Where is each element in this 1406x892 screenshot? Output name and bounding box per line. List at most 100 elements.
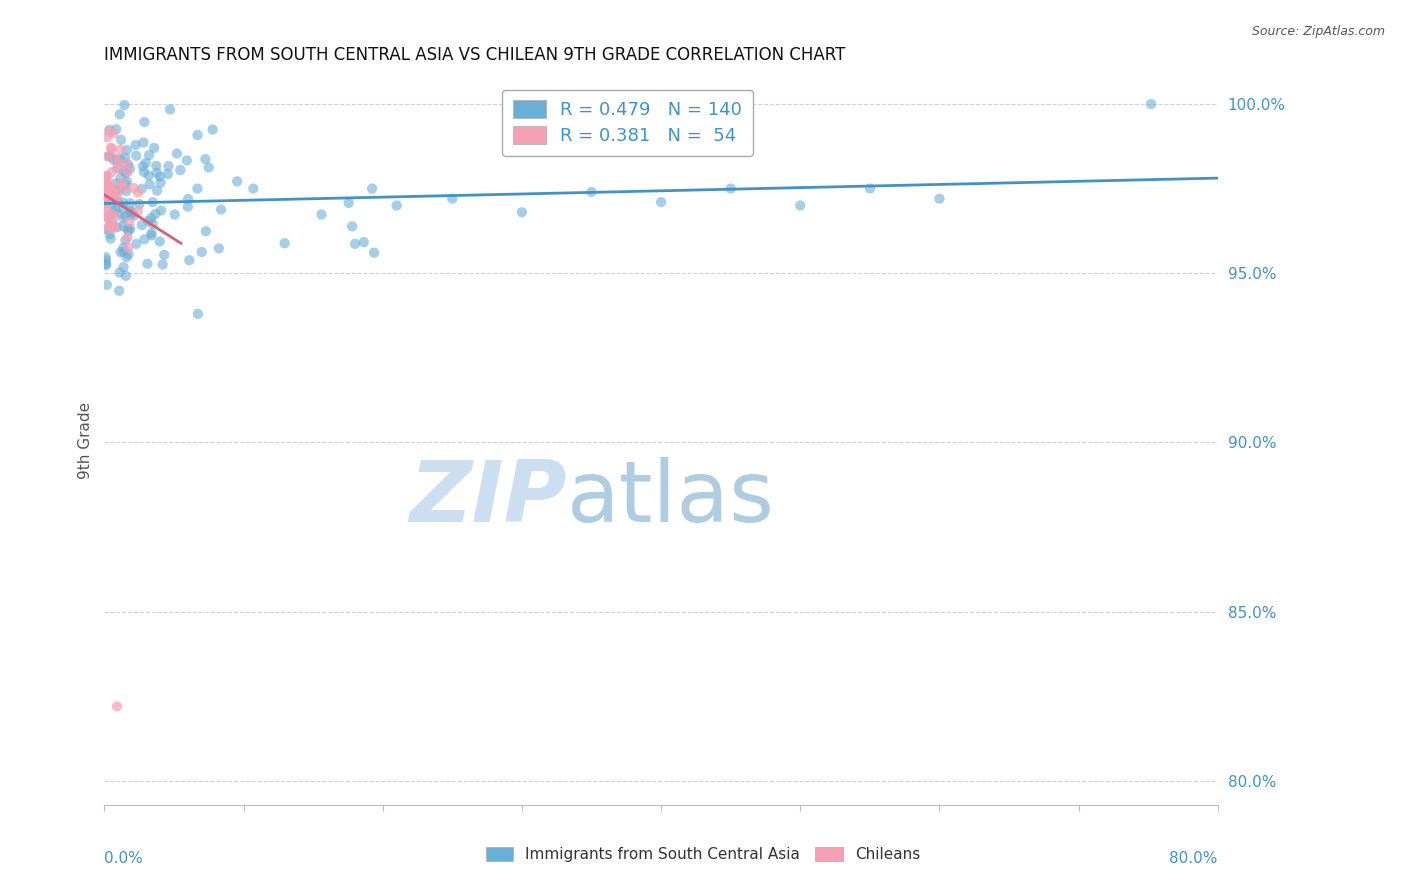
Point (112, 202, 135, 216)
Point (859, 181, 882, 195)
Point (101, 219, 124, 233)
Point (143, 141, 166, 155)
Point (337, 195, 360, 210)
Point (115, 174, 138, 188)
Point (96, 178, 118, 192)
Point (141, 228, 163, 243)
Legend: Immigrants from South Central Asia, Chileans: Immigrants from South Central Asia, Chil… (479, 841, 927, 868)
Point (115, 209, 138, 223)
Point (105, 186, 128, 201)
Point (1140, 97, 1163, 112)
Point (186, 128, 208, 142)
Point (159, 103, 181, 117)
Point (100, 215, 122, 229)
Point (146, 166, 169, 180)
Point (98, 123, 121, 137)
Point (353, 235, 375, 249)
Point (97, 169, 120, 184)
Y-axis label: 9th Grade: 9th Grade (79, 402, 93, 479)
Point (120, 204, 142, 219)
Point (114, 151, 136, 165)
Point (103, 186, 125, 201)
Point (98, 125, 121, 139)
Point (110, 245, 132, 260)
Point (117, 224, 139, 238)
Point (187, 307, 209, 321)
Point (650, 195, 672, 210)
Point (124, 138, 146, 153)
Point (108, 266, 131, 280)
Point (928, 192, 950, 206)
Point (96, 277, 118, 292)
Point (94, 181, 117, 195)
Point (209, 202, 232, 217)
Point (108, 184, 131, 198)
Point (145, 159, 167, 173)
Point (132, 165, 155, 179)
Point (135, 156, 157, 170)
Point (149, 235, 172, 249)
Point (110, 152, 132, 166)
Point (96, 258, 118, 272)
Point (581, 185, 603, 199)
Point (142, 195, 165, 210)
Point (156, 167, 179, 181)
Text: 0.0%: 0.0% (104, 851, 143, 865)
Point (146, 184, 169, 198)
Point (311, 207, 333, 221)
Point (186, 181, 208, 195)
Point (104, 211, 127, 225)
Point (112, 164, 135, 178)
Text: IMMIGRANTS FROM SOUTH CENTRAL ASIA VS CHILEAN 9TH GRADE CORRELATION CHART: IMMIGRANTS FROM SOUTH CENTRAL ASIA VS CH… (104, 46, 846, 64)
Point (720, 181, 742, 195)
Point (141, 227, 163, 241)
Point (104, 184, 127, 198)
Point (153, 248, 176, 262)
Point (176, 153, 198, 168)
Point (208, 241, 231, 255)
Text: atlas: atlas (567, 458, 775, 541)
Point (110, 133, 132, 147)
Point (385, 198, 408, 212)
Text: Source: ZipAtlas.com: Source: ZipAtlas.com (1251, 25, 1385, 38)
Point (125, 236, 148, 251)
Point (194, 224, 217, 238)
Point (96, 221, 118, 235)
Point (101, 208, 124, 222)
Point (100, 141, 122, 155)
Point (98, 150, 121, 164)
Point (97, 194, 120, 208)
Point (150, 203, 173, 218)
Point (105, 180, 128, 194)
Point (141, 211, 163, 225)
Point (120, 196, 142, 211)
Point (104, 220, 127, 235)
Point (112, 241, 135, 255)
Point (97, 187, 120, 202)
Point (115, 157, 138, 171)
Point (94, 257, 117, 271)
Point (115, 143, 138, 157)
Point (96, 210, 118, 224)
Point (100, 165, 122, 179)
Point (177, 200, 200, 214)
Point (96, 194, 118, 208)
Point (94, 191, 117, 205)
Point (510, 205, 533, 219)
Point (105, 122, 128, 136)
Point (242, 181, 264, 195)
Point (107, 206, 129, 220)
Point (112, 195, 135, 210)
Point (789, 198, 811, 212)
Point (105, 161, 128, 175)
Point (152, 258, 174, 272)
Point (128, 197, 150, 211)
Point (117, 165, 139, 179)
Point (127, 186, 149, 200)
Point (441, 192, 464, 206)
Point (96, 194, 118, 209)
Point (114, 234, 136, 248)
Point (201, 122, 224, 136)
Point (94, 198, 117, 212)
Point (104, 202, 127, 217)
